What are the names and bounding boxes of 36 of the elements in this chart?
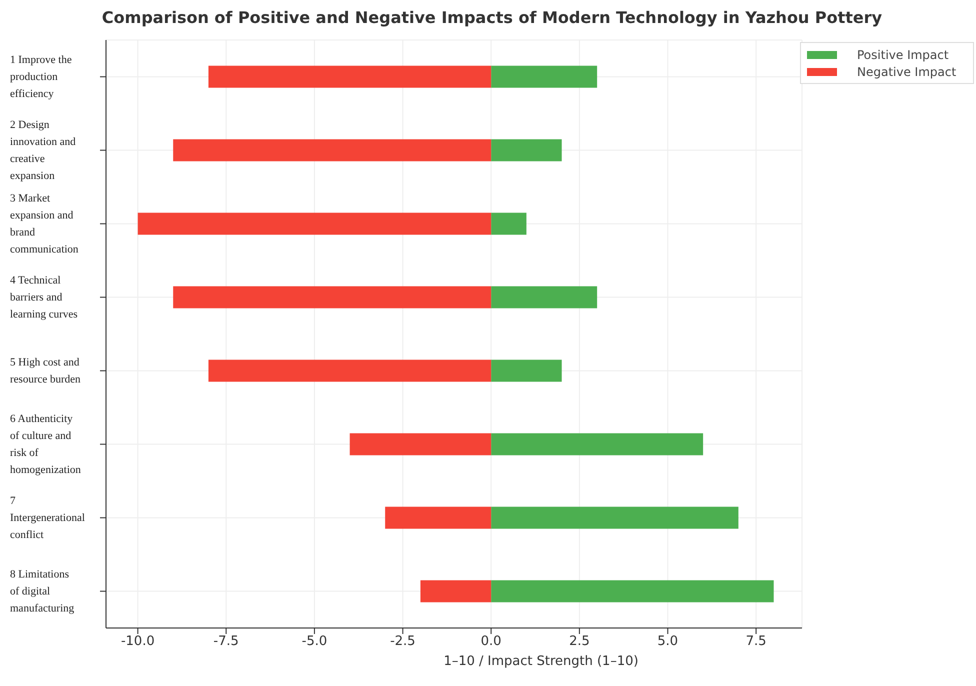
x-tick-label: -5.0: [302, 634, 328, 650]
bar: [491, 506, 738, 529]
x-tick-label: -2.5: [390, 634, 416, 650]
bar: [491, 360, 562, 382]
bar: [420, 580, 492, 602]
x-tick-label: -7.5: [213, 634, 239, 650]
bar: [491, 580, 774, 602]
bar: [208, 66, 492, 88]
bar: [173, 139, 492, 162]
bar: [138, 212, 492, 235]
x-tick-label: 5.0: [657, 634, 678, 650]
bar: [173, 286, 492, 308]
bar: [491, 286, 598, 308]
y-tick-label: 2 Design innovation and creative expansion: [10, 118, 76, 182]
bar: [491, 212, 526, 235]
chart-title: Comparison of Positive and Negative Impacts of Modern Technology in Yazhou Pottery: [100, 8, 884, 29]
x-tick-label: 2.5: [569, 634, 590, 650]
bar: [491, 66, 598, 88]
y-tick-label: 7 Intergenerational conflict: [10, 494, 85, 540]
bar: [350, 433, 492, 456]
y-tick-label: 8 Limitations of digital manufacturing: [10, 568, 75, 614]
legend-label: Positive Impact: [857, 48, 949, 62]
bar: [385, 506, 492, 529]
y-tick-label: 1 Improve the production efficiency: [10, 53, 72, 100]
y-tick-label: 6 Authenticity of culture and risk of homogenization: [10, 412, 82, 476]
x-tick-label: -10.0: [120, 634, 155, 650]
bar: [208, 360, 492, 382]
bar: [491, 139, 562, 162]
y-tick-label: 4 Technical barriers and learning curves: [10, 274, 78, 320]
y-tick-label: 3 Market expansion and brand communication: [10, 192, 79, 255]
legend-label: Negative Impact: [857, 64, 956, 78]
bar: [491, 433, 704, 456]
x-tick-label: 0.0: [480, 634, 502, 650]
x-axis-title: 1–10 / Impact Strength (1–10): [442, 654, 640, 669]
y-tick-label: 5 High cost and resource burden: [10, 356, 82, 385]
x-tick-label: 7.5: [746, 634, 766, 650]
